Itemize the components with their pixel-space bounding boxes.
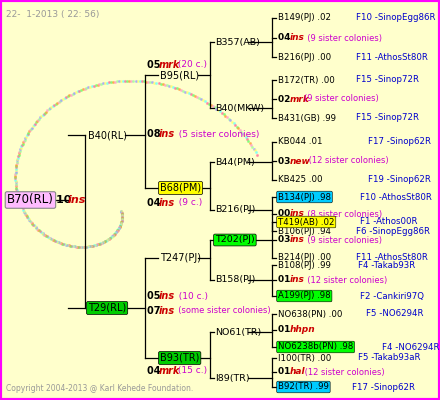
Text: F19 -Sinop62R: F19 -Sinop62R bbox=[368, 176, 431, 184]
Text: ins: ins bbox=[159, 129, 175, 139]
Text: F11 -AthosSt80R: F11 -AthosSt80R bbox=[356, 254, 428, 262]
Text: ins: ins bbox=[159, 291, 175, 301]
Text: I100(TR) .00: I100(TR) .00 bbox=[278, 354, 331, 362]
Text: (5 sister colonies): (5 sister colonies) bbox=[173, 130, 259, 138]
Text: new: new bbox=[290, 156, 311, 166]
Text: A199(PJ) .98: A199(PJ) .98 bbox=[278, 292, 330, 300]
Text: 01: 01 bbox=[278, 326, 293, 334]
Text: F5 -Takab93aR: F5 -Takab93aR bbox=[358, 354, 421, 362]
Text: (12 sister colonies): (12 sister colonies) bbox=[306, 156, 389, 166]
Text: F6 -SinopEgg86R: F6 -SinopEgg86R bbox=[356, 226, 430, 236]
Text: ins: ins bbox=[159, 306, 175, 316]
Text: B44(PM): B44(PM) bbox=[215, 158, 255, 166]
Text: Copyright 2004-2013 @ Karl Kehede Foundation.: Copyright 2004-2013 @ Karl Kehede Founda… bbox=[6, 384, 193, 393]
Text: B357(AB): B357(AB) bbox=[215, 38, 260, 46]
Text: F10 -SinopEgg86R: F10 -SinopEgg86R bbox=[356, 14, 436, 22]
Text: (9 sister colonies): (9 sister colonies) bbox=[304, 94, 379, 104]
Text: (8 sister colonies): (8 sister colonies) bbox=[302, 210, 382, 218]
Text: 22-  1-2013 ( 22: 56): 22- 1-2013 ( 22: 56) bbox=[6, 10, 99, 19]
Text: hhpn: hhpn bbox=[290, 326, 315, 334]
Text: (some sister colonies): (some sister colonies) bbox=[173, 306, 271, 316]
Text: (9 sister colonies): (9 sister colonies) bbox=[302, 34, 382, 42]
Text: F15 -Sinop72R: F15 -Sinop72R bbox=[356, 114, 419, 122]
Text: B40(MKW): B40(MKW) bbox=[215, 104, 264, 112]
Text: F4 -NO6294R: F4 -NO6294R bbox=[382, 342, 440, 352]
Text: 04: 04 bbox=[278, 34, 293, 42]
Text: ins: ins bbox=[290, 210, 305, 218]
Text: (9 c.): (9 c.) bbox=[173, 198, 202, 208]
Text: F4 -Takab93R: F4 -Takab93R bbox=[358, 260, 415, 270]
Text: 00: 00 bbox=[278, 210, 293, 218]
Text: T202(PJ): T202(PJ) bbox=[215, 236, 255, 244]
Text: 05: 05 bbox=[147, 60, 164, 70]
Text: 05: 05 bbox=[147, 291, 164, 301]
Text: ins: ins bbox=[68, 195, 86, 205]
Text: B106(PJ) .94: B106(PJ) .94 bbox=[278, 226, 331, 236]
Text: ins: ins bbox=[159, 198, 175, 208]
Text: mrk: mrk bbox=[290, 94, 310, 104]
Text: (10 c.): (10 c.) bbox=[173, 292, 208, 300]
Text: (12 sister colonies): (12 sister colonies) bbox=[302, 368, 385, 376]
Text: T247(PJ): T247(PJ) bbox=[160, 253, 201, 263]
Text: 03: 03 bbox=[278, 156, 293, 166]
Text: 08: 08 bbox=[147, 129, 164, 139]
Text: mrk: mrk bbox=[159, 60, 180, 70]
Text: F5 -NO6294R: F5 -NO6294R bbox=[366, 310, 423, 318]
Text: B40(RL): B40(RL) bbox=[88, 130, 127, 140]
Text: T419(AB) .02: T419(AB) .02 bbox=[278, 218, 334, 226]
Text: F1 -Athos00R: F1 -Athos00R bbox=[360, 218, 418, 226]
Text: F17 -Sinop62R: F17 -Sinop62R bbox=[368, 138, 431, 146]
Text: B216(PJ) .00: B216(PJ) .00 bbox=[278, 52, 331, 62]
Text: (20 c.): (20 c.) bbox=[175, 60, 207, 70]
Text: NO6238b(PN) .98: NO6238b(PN) .98 bbox=[278, 342, 353, 352]
Text: B93(TR): B93(TR) bbox=[160, 353, 199, 363]
Text: B70(RL): B70(RL) bbox=[7, 194, 54, 206]
Text: 02: 02 bbox=[278, 94, 293, 104]
Text: (12 sister colonies): (12 sister colonies) bbox=[302, 276, 387, 284]
Text: 10: 10 bbox=[56, 195, 75, 205]
Text: B214(PJ) .00: B214(PJ) .00 bbox=[278, 254, 331, 262]
Text: 04: 04 bbox=[147, 198, 164, 208]
Text: F11 -AthosSt80R: F11 -AthosSt80R bbox=[356, 52, 428, 62]
Text: mrk: mrk bbox=[159, 366, 180, 376]
Text: B216(PJ): B216(PJ) bbox=[215, 206, 255, 214]
Text: B149(PJ) .02: B149(PJ) .02 bbox=[278, 14, 331, 22]
Text: 04: 04 bbox=[147, 366, 164, 376]
Text: 03: 03 bbox=[278, 236, 293, 244]
Text: B92(TR) .99: B92(TR) .99 bbox=[278, 382, 329, 392]
Text: T29(RL): T29(RL) bbox=[88, 303, 126, 313]
Text: NO638(PN) .00: NO638(PN) .00 bbox=[278, 310, 342, 318]
Text: B134(PJ) .98: B134(PJ) .98 bbox=[278, 192, 331, 202]
Text: hal: hal bbox=[290, 368, 306, 376]
Text: B95(RL): B95(RL) bbox=[160, 70, 199, 80]
Text: F2 -Cankiri97Q: F2 -Cankiri97Q bbox=[360, 292, 424, 300]
Text: B431(GB) .99: B431(GB) .99 bbox=[278, 114, 336, 122]
Text: ins: ins bbox=[290, 34, 305, 42]
Text: I89(TR): I89(TR) bbox=[215, 374, 249, 382]
Text: NO61(TR): NO61(TR) bbox=[215, 328, 261, 336]
Text: (9 sister colonies): (9 sister colonies) bbox=[302, 236, 382, 244]
Text: ins: ins bbox=[290, 276, 305, 284]
Text: B172(TR) .00: B172(TR) .00 bbox=[278, 76, 335, 84]
Text: B158(PJ): B158(PJ) bbox=[215, 276, 255, 284]
Text: F15 -Sinop72R: F15 -Sinop72R bbox=[356, 76, 419, 84]
Text: (15 c.): (15 c.) bbox=[175, 366, 207, 376]
Text: 01: 01 bbox=[278, 368, 293, 376]
Text: ins: ins bbox=[290, 236, 305, 244]
Text: KB425 .00: KB425 .00 bbox=[278, 176, 323, 184]
Text: 01: 01 bbox=[278, 276, 293, 284]
Text: B68(PM): B68(PM) bbox=[160, 183, 201, 193]
Text: 07: 07 bbox=[147, 306, 164, 316]
Text: B108(PJ) .99: B108(PJ) .99 bbox=[278, 260, 331, 270]
Text: KB044 .01: KB044 .01 bbox=[278, 138, 323, 146]
Text: F10 -AthosSt80R: F10 -AthosSt80R bbox=[360, 192, 432, 202]
Text: F17 -Sinop62R: F17 -Sinop62R bbox=[352, 382, 415, 392]
